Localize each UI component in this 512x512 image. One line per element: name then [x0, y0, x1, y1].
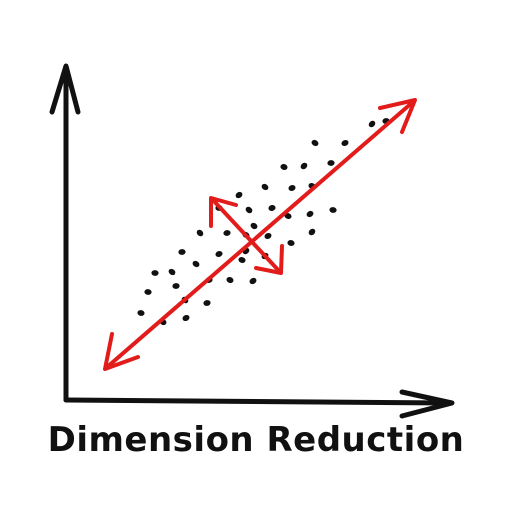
axes-icon	[49, 63, 455, 419]
y-axis-arrowhead-icon	[49, 63, 81, 115]
data-point	[287, 240, 295, 246]
data-point	[182, 314, 190, 322]
data-point	[308, 228, 316, 236]
secondary-arrowhead-top-icon	[209, 196, 238, 228]
x-axis-line	[63, 397, 453, 406]
data-point	[137, 310, 145, 316]
data-point	[203, 300, 211, 306]
data-point	[341, 139, 349, 147]
data-point	[288, 185, 296, 191]
secondary-axis-double-arrow-icon	[209, 196, 284, 275]
data-point	[192, 260, 200, 268]
data-point	[327, 160, 335, 166]
data-point	[284, 212, 292, 220]
principal-axis-line	[104, 99, 416, 370]
data-point	[264, 232, 272, 240]
data-point	[280, 164, 288, 170]
data-point	[223, 230, 231, 236]
secondary-axis-line	[210, 197, 282, 274]
principal-arrowhead-bottom-icon	[103, 332, 140, 371]
data-point	[329, 207, 337, 213]
data-point-cloud	[137, 118, 390, 326]
data-point	[215, 251, 223, 257]
data-point	[238, 257, 246, 263]
data-point	[172, 283, 180, 289]
data-point	[151, 270, 159, 276]
data-point	[235, 191, 243, 199]
data-point	[144, 289, 152, 295]
data-point	[261, 183, 269, 191]
principal-axis-double-arrow-icon	[103, 98, 417, 371]
data-point	[250, 222, 258, 230]
diagram-caption: Dimension Reduction	[47, 420, 465, 460]
principal-arrowhead-top-icon	[378, 98, 417, 134]
x-axis-arrowhead-icon	[399, 389, 455, 419]
data-point	[196, 229, 204, 237]
data-point	[311, 139, 319, 147]
data-point	[249, 277, 257, 285]
data-point	[245, 206, 253, 214]
data-point	[178, 249, 186, 255]
data-point	[168, 268, 176, 276]
data-point	[368, 120, 376, 128]
data-point	[268, 205, 276, 211]
data-point	[300, 162, 308, 170]
secondary-arrowhead-bottom-icon	[254, 244, 284, 275]
data-point	[226, 276, 234, 284]
data-point	[306, 210, 314, 218]
